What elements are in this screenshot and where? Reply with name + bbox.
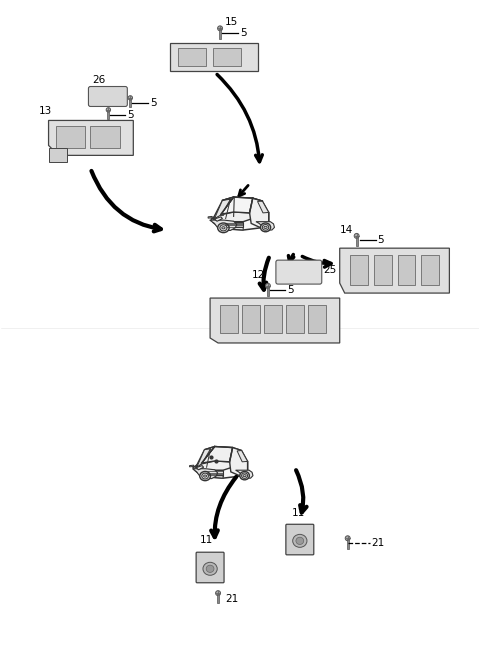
Polygon shape [210,298,340,343]
Bar [397,255,416,285]
Polygon shape [202,447,233,463]
Polygon shape [237,451,248,462]
Text: 5: 5 [127,111,134,121]
Bar [373,255,392,285]
Polygon shape [250,198,269,228]
Ellipse shape [263,225,269,230]
Text: 21: 21 [225,595,238,605]
Text: 12: 12 [252,270,265,280]
Polygon shape [211,209,269,230]
Bar [421,255,439,285]
Polygon shape [215,199,230,219]
Bar [217,593,219,603]
Polygon shape [192,469,217,479]
Polygon shape [48,121,133,155]
Bar [213,48,241,66]
FancyBboxPatch shape [88,86,127,107]
Ellipse shape [216,591,220,595]
Ellipse shape [241,473,248,478]
Text: 26: 26 [93,75,106,84]
Polygon shape [196,466,204,470]
Polygon shape [220,214,223,215]
Bar [242,305,260,333]
Bar [219,29,221,39]
Bar [130,98,131,107]
Text: 5: 5 [150,98,157,109]
Ellipse shape [206,565,214,572]
Ellipse shape [106,107,110,112]
Bar [178,48,206,66]
Ellipse shape [293,534,307,548]
Bar [48,149,67,162]
Ellipse shape [264,226,267,229]
Ellipse shape [203,562,217,575]
Ellipse shape [243,475,246,477]
Polygon shape [199,474,223,478]
Text: 25: 25 [323,265,336,275]
Bar [90,126,120,149]
Bar [350,255,368,285]
Ellipse shape [240,472,250,480]
Polygon shape [204,447,241,453]
Text: 13: 13 [38,107,52,117]
Bar [308,305,326,333]
Bar [267,286,269,296]
Polygon shape [217,226,243,230]
Ellipse shape [220,225,227,231]
Polygon shape [195,461,238,470]
Polygon shape [258,201,269,213]
Text: 5: 5 [240,28,247,37]
Polygon shape [229,447,248,476]
FancyBboxPatch shape [286,524,314,555]
Bar [264,305,282,333]
Ellipse shape [217,223,229,233]
FancyBboxPatch shape [276,260,322,284]
Polygon shape [210,220,237,231]
Text: 11: 11 [292,508,305,517]
Ellipse shape [261,223,271,232]
Text: 21: 21 [372,538,385,548]
FancyBboxPatch shape [196,552,224,583]
Bar [170,43,258,71]
Text: 5: 5 [378,235,384,245]
Polygon shape [208,216,212,218]
Ellipse shape [200,472,211,481]
Bar [220,305,238,333]
Polygon shape [190,465,194,467]
Polygon shape [213,197,234,219]
Polygon shape [340,248,449,293]
Text: 5: 5 [287,285,293,295]
Ellipse shape [354,233,359,238]
Polygon shape [236,470,253,478]
Bar [347,538,349,549]
Text: 15: 15 [225,16,238,27]
Polygon shape [193,458,248,478]
Ellipse shape [222,227,225,229]
Ellipse shape [345,536,350,541]
Bar [286,305,304,333]
Polygon shape [195,447,215,468]
Ellipse shape [202,473,208,479]
Bar [56,126,85,149]
Ellipse shape [128,96,132,100]
Ellipse shape [296,537,304,544]
Polygon shape [224,221,243,227]
Text: 11: 11 [200,534,214,544]
Polygon shape [197,449,211,467]
Bar [108,110,109,119]
Polygon shape [222,197,263,204]
Polygon shape [221,197,253,214]
Polygon shape [256,221,275,230]
Polygon shape [213,212,258,221]
Bar [356,236,358,246]
Ellipse shape [265,284,270,288]
Polygon shape [206,470,223,476]
Ellipse shape [217,26,223,31]
Text: 14: 14 [340,225,353,235]
Ellipse shape [204,475,206,477]
Polygon shape [215,217,222,221]
